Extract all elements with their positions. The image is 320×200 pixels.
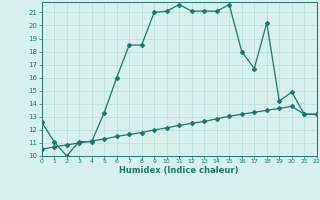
X-axis label: Humidex (Indice chaleur): Humidex (Indice chaleur)	[119, 166, 239, 175]
